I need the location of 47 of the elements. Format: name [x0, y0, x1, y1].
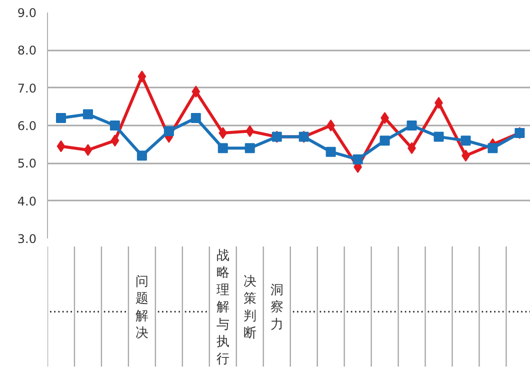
- x-tick-label: 洞察力: [270, 282, 284, 332]
- x-tick-label: ......: [184, 302, 208, 317]
- point: [56, 112, 66, 123]
- y-tick-label: 4.0: [17, 194, 37, 208]
- point: [434, 132, 444, 142]
- point: [218, 127, 228, 140]
- y-tick-label: 7.0: [17, 81, 37, 96]
- y-tick-label: 6.0: [17, 119, 37, 133]
- point: [406, 120, 417, 130]
- x-tick-label: ......: [345, 302, 370, 317]
- point: [56, 140, 66, 152]
- point: [460, 136, 471, 146]
- x-tick-label: 战略理解与执行: [216, 248, 230, 367]
- x-tick-label: ......: [318, 302, 344, 317]
- point: [488, 143, 498, 154]
- x-tick-label: 决策判断: [243, 274, 256, 342]
- point: [84, 144, 92, 156]
- x-tick-label: ......: [480, 302, 506, 317]
- x-tick-label: ......: [399, 302, 424, 317]
- x-tick-label: ......: [372, 302, 398, 317]
- point: [326, 120, 335, 132]
- y-tick-label: 9.0: [17, 6, 37, 20]
- point: [136, 150, 147, 161]
- point: [110, 120, 120, 130]
- point: [246, 125, 254, 138]
- point: [164, 126, 174, 136]
- point: [192, 86, 200, 98]
- point: [352, 154, 363, 164]
- x-tick-label: ......: [453, 302, 478, 317]
- x-tick-label: 问题解决: [135, 274, 148, 342]
- point: [138, 70, 146, 83]
- point: [244, 143, 255, 154]
- point: [326, 146, 336, 157]
- point: [110, 134, 120, 147]
- point: [218, 143, 228, 154]
- x-tick-label: ......: [102, 302, 128, 317]
- y-tick-label: 3.0: [17, 232, 37, 246]
- x-tick-label: ......: [291, 302, 316, 317]
- x-tick-label: ......: [76, 302, 100, 317]
- point: [190, 112, 201, 123]
- x-tick-label: ......: [426, 302, 452, 317]
- x-tick-label: ......: [48, 302, 74, 317]
- x-tick-label: ......: [156, 302, 182, 317]
- point: [380, 136, 390, 146]
- y-tick-label: 5.0: [17, 156, 37, 171]
- y-tick-label: 8.0: [17, 44, 37, 58]
- point: [82, 109, 93, 120]
